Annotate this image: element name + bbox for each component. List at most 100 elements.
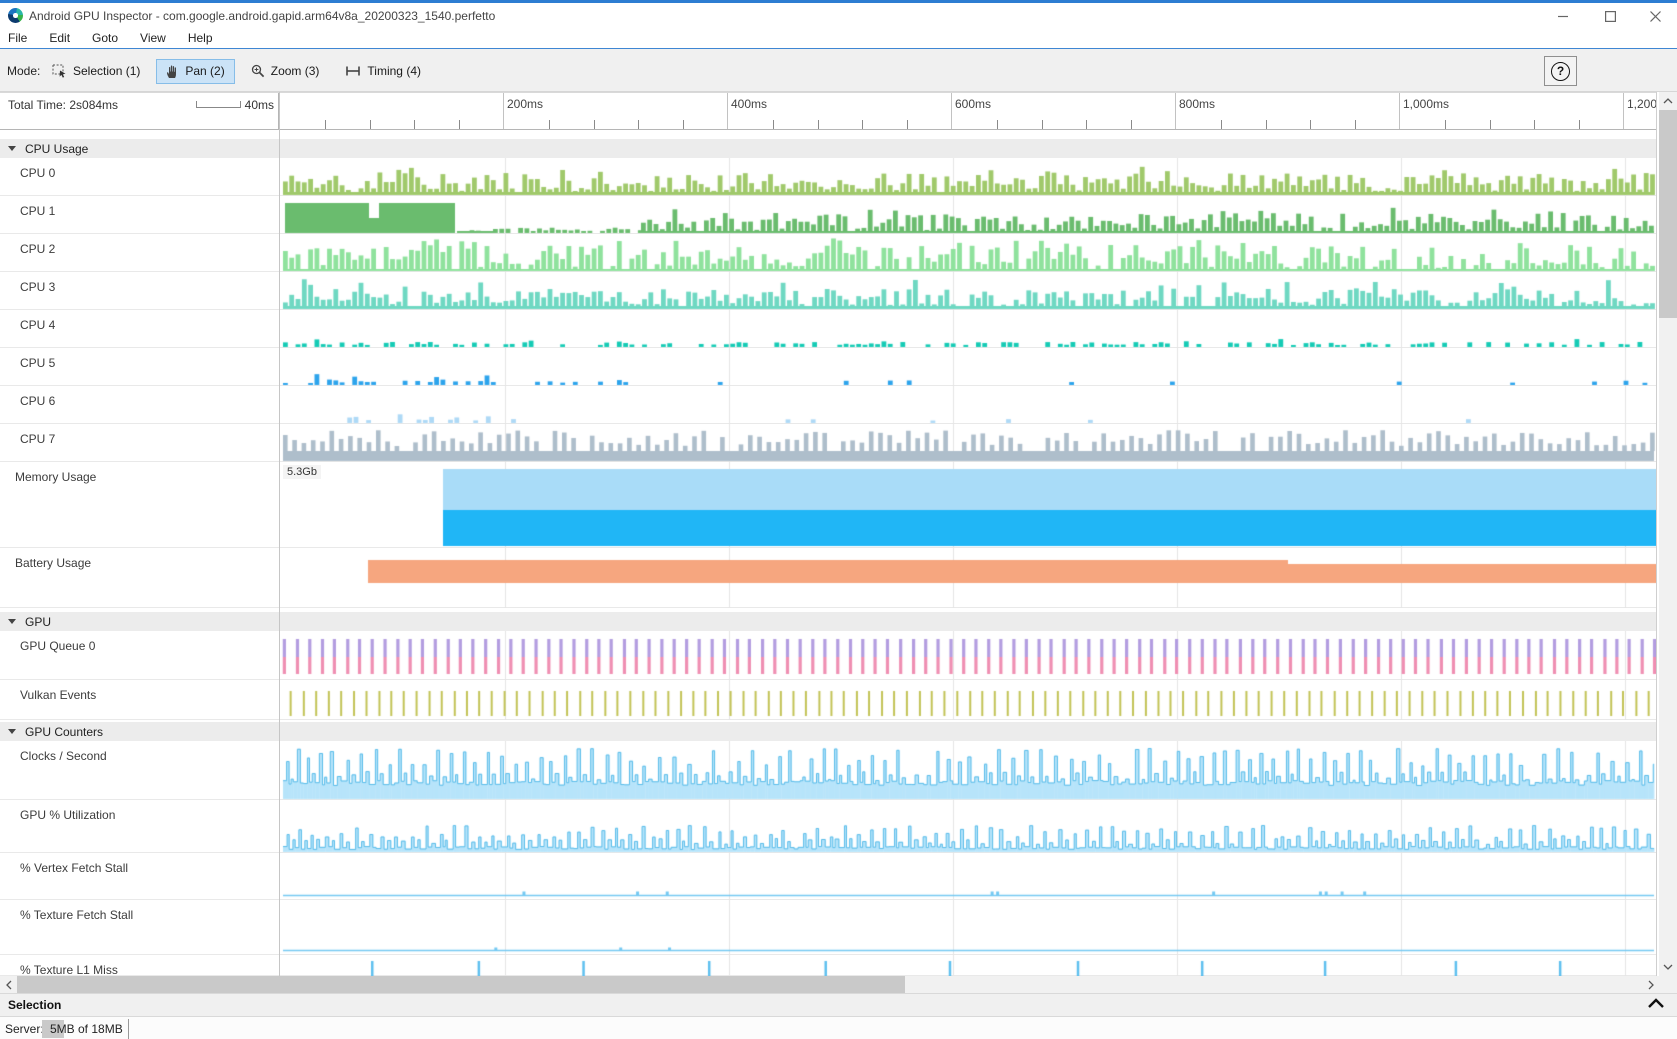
track-label-cpu-0[interactable]: CPU 0 (0, 158, 279, 196)
menu-item-goto[interactable]: Goto (92, 31, 119, 45)
section-gap (0, 608, 1656, 612)
timeline-canvas[interactable] (281, 130, 1656, 976)
ruler-major-gridline (503, 93, 504, 129)
ruler-timeline[interactable]: 200ms 400ms 600ms 800ms 1,000ms 1,200ms (280, 93, 1656, 129)
horizontal-scrollbar[interactable] (0, 976, 1677, 993)
ruler-minor-tick (862, 120, 864, 129)
ruler-minor-tick (1220, 120, 1222, 129)
track-label-cpu-4[interactable]: CPU 4 (0, 310, 279, 348)
section-header-label: GPU Counters (25, 724, 104, 739)
track-label-text: CPU 4 (20, 318, 56, 332)
track-label-cpu-7[interactable]: CPU 7 (0, 424, 279, 462)
ruler-minor-tick (907, 120, 909, 129)
track-label--texture-l1-miss[interactable]: % Texture L1 Miss (0, 955, 279, 976)
section-header-gpu[interactable]: GPU (0, 612, 1656, 631)
status-separator (128, 1019, 129, 1039)
ruler-minor-tick (1355, 120, 1357, 129)
mode-button-zoom[interactable]: Zoom (3) (241, 59, 330, 83)
server-memory-progress: 5MB of 18MB (42, 1020, 123, 1038)
ruler-minor-tick (593, 120, 595, 129)
ruler-minor-tick (1534, 120, 1536, 129)
mode-button-timing[interactable]: Timing (4) (335, 59, 431, 83)
mode-button-label: Timing (4) (367, 64, 421, 78)
ruler-minor-tick (1444, 120, 1446, 129)
scroll-up-button[interactable] (1659, 92, 1677, 110)
total-time-label: Total Time: 2s084ms (8, 98, 119, 112)
track-label-text: % Vertex Fetch Stall (20, 861, 129, 875)
track-label-gpu-queue-0[interactable]: GPU Queue 0 (0, 631, 279, 680)
ruler-minor-tick (1489, 120, 1491, 129)
track-label-cpu-6[interactable]: CPU 6 (0, 386, 279, 424)
ruler-tick-label: 800ms (1179, 97, 1216, 111)
close-icon (1649, 10, 1661, 22)
label-track-divider (279, 92, 280, 976)
ruler-minor-tick (1265, 120, 1267, 129)
track-right-border (1656, 92, 1657, 976)
help-button[interactable]: ? (1544, 56, 1577, 86)
ruler-major-gridline (1399, 93, 1400, 129)
ruler-minor-tick (1086, 120, 1088, 129)
track-label-cpu-5[interactable]: CPU 5 (0, 348, 279, 386)
minimize-button[interactable] (1546, 3, 1580, 29)
chevron-right-icon (1648, 980, 1654, 989)
menu-item-view[interactable]: View (140, 31, 166, 45)
track-label-text: Clocks / Second (20, 749, 107, 763)
menu-item-file[interactable]: File (8, 31, 28, 45)
ruler-minor-tick (817, 120, 819, 129)
track-label-text: CPU 2 (20, 242, 56, 256)
horizontal-scroll-thumb[interactable] (17, 976, 905, 993)
track-label-text: CPU 7 (20, 432, 56, 446)
chevron-up-icon[interactable] (1647, 997, 1665, 1012)
tracks-viewport: CPU Usage CPU 0 CPU 1 CPU 2 CPU 3 CPU 4 CPU 5 C… (0, 130, 1656, 976)
section-gap (0, 130, 1656, 139)
ruler-minor-tick (772, 120, 774, 129)
help-icon: ? (1551, 61, 1570, 81)
vertical-scroll-thumb[interactable] (1659, 110, 1677, 318)
timeline-ruler: Total Time: 2s084ms 40ms 200ms 400ms 600ms… (0, 92, 1656, 130)
chevron-up-icon (1663, 98, 1673, 104)
toolbar: Mode: Selection (1) Pan (2) Zoom (3) Timing… (0, 49, 1677, 92)
mode-button-pan[interactable]: Pan (2) (156, 58, 235, 84)
menu-item-edit[interactable]: Edit (49, 31, 71, 45)
track-label-vulkan-events[interactable]: Vulkan Events (0, 680, 279, 720)
ruler-minor-tick (1041, 120, 1043, 129)
ruler-minor-tick (414, 120, 416, 129)
track-label-cpu-2[interactable]: CPU 2 (0, 234, 279, 272)
scroll-down-button[interactable] (1659, 958, 1677, 976)
track-label--vertex-fetch-stall[interactable]: % Vertex Fetch Stall (0, 853, 279, 900)
ruler-minor-tick (683, 120, 685, 129)
track-label-cpu-1[interactable]: CPU 1 (0, 196, 279, 234)
scale-label: 40ms (244, 98, 274, 112)
track-label-gpu-utilization[interactable]: GPU % Utilization (0, 800, 279, 853)
track-label-text: % Texture L1 Miss (20, 963, 118, 976)
track-label-memory-usage[interactable]: Memory Usage (0, 462, 279, 548)
close-button[interactable] (1638, 3, 1672, 29)
track-label-battery-usage[interactable]: Battery Usage (0, 548, 279, 608)
maximize-icon (1604, 10, 1616, 22)
track-label-clocks-second[interactable]: Clocks / Second (0, 741, 279, 800)
collapse-triangle-icon (8, 146, 16, 151)
scroll-right-button[interactable] (1642, 976, 1659, 993)
chevron-down-icon (1663, 964, 1673, 970)
status-bar: Server: 5MB of 18MB (0, 1017, 1677, 1039)
ruler-tick-label: 1,000ms (1403, 97, 1450, 111)
ruler-minor-tick (1131, 120, 1133, 129)
ruler-tick-label: 400ms (731, 97, 768, 111)
menu-item-help[interactable]: Help (187, 31, 213, 45)
selection-panel-title: Selection (8, 998, 62, 1012)
track-label-cpu-3[interactable]: CPU 3 (0, 272, 279, 310)
mode-button-label: Selection (1) (73, 64, 141, 78)
mode-buttons: Selection (1) Pan (2) Zoom (3) Timing (4) (42, 57, 437, 85)
track-label--texture-fetch-stall[interactable]: % Texture Fetch Stall (0, 900, 279, 955)
zoom-icon (251, 64, 265, 78)
server-label: Server: (5, 1022, 44, 1036)
ruler-minor-tick (459, 120, 461, 129)
selection-panel-header[interactable]: Selection (0, 993, 1677, 1017)
mode-button-selection[interactable]: Selection (1) (42, 59, 150, 83)
vertical-scrollbar[interactable] (1659, 92, 1677, 976)
section-header-gpu-counters[interactable]: GPU Counters (0, 722, 1656, 741)
section-header-cpu-usage[interactable]: CPU Usage (0, 139, 1656, 158)
maximize-button[interactable] (1593, 3, 1627, 29)
scroll-left-button[interactable] (0, 976, 17, 993)
